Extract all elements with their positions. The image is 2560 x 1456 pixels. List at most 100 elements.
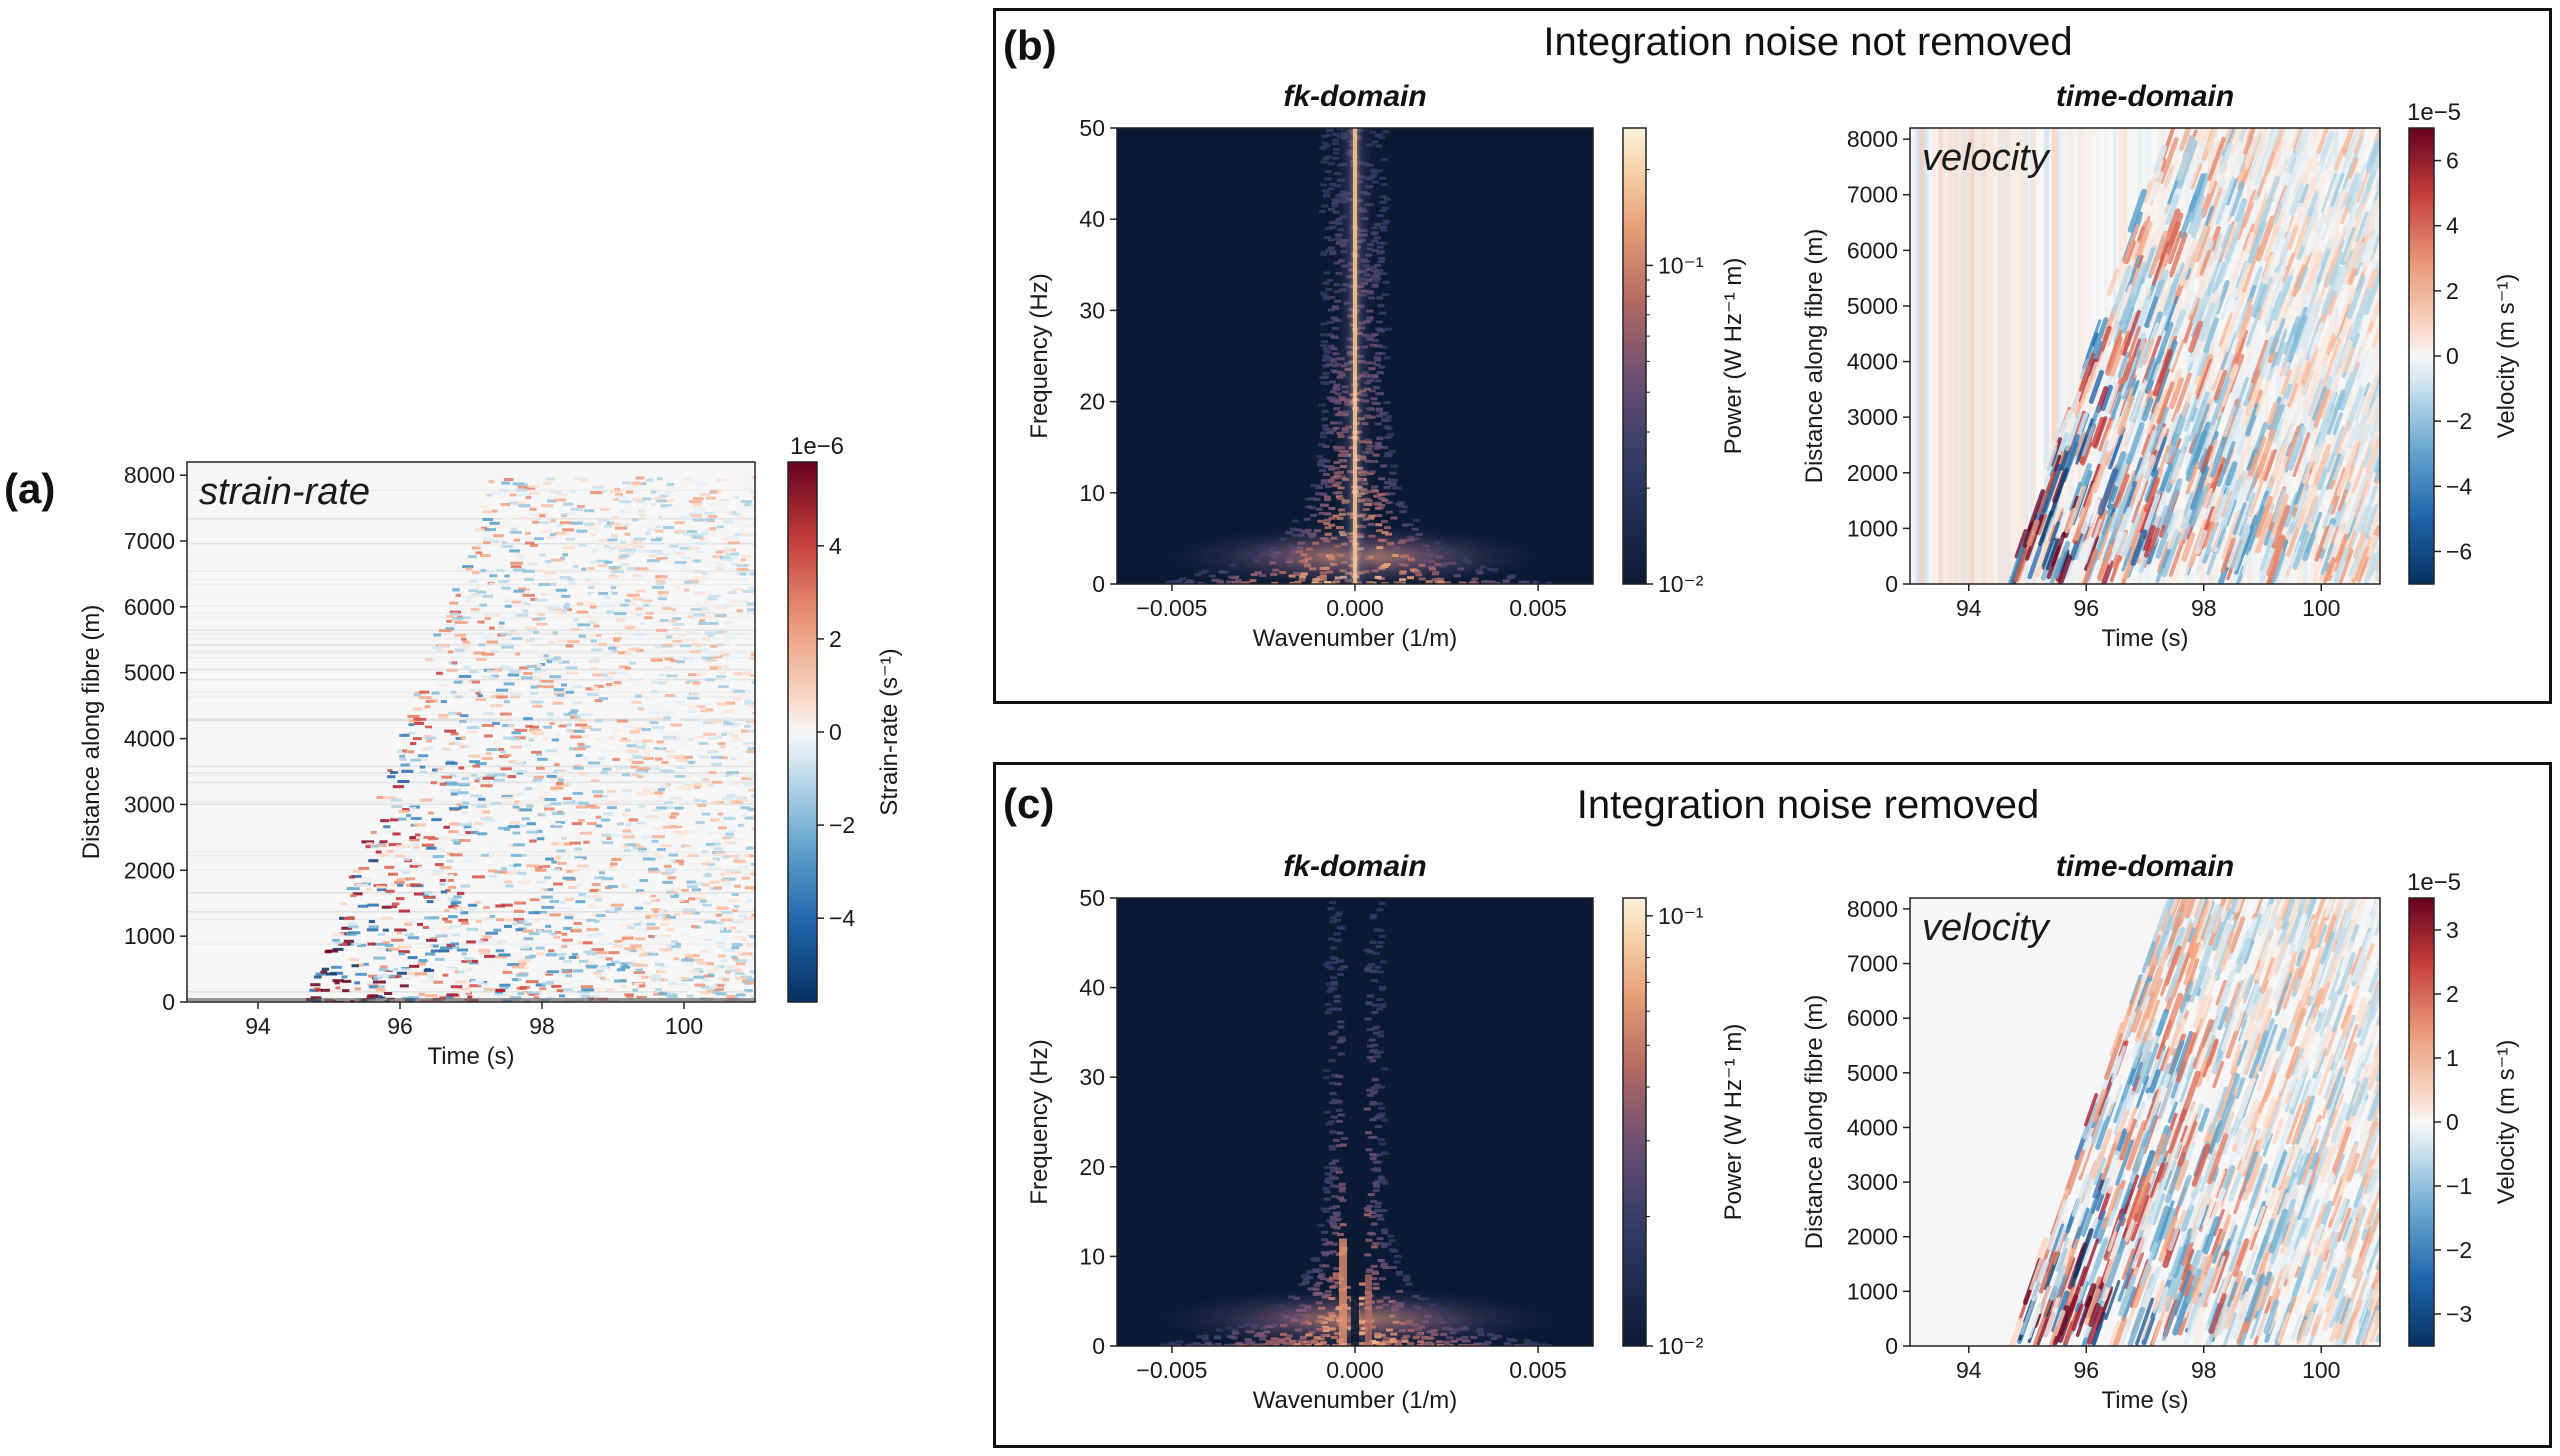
wave-cell (426, 746, 433, 750)
wave-cell (649, 554, 657, 558)
wave-cell (583, 950, 595, 954)
fk-cell (1457, 567, 1465, 571)
wave-cell (557, 770, 569, 774)
wave-cell (734, 837, 743, 841)
wave-cell (517, 880, 531, 884)
y-tick-label: 1000 (124, 923, 175, 949)
wave-cell (612, 637, 622, 641)
wave-streak (2176, 139, 2198, 190)
wave-streak (2324, 244, 2342, 289)
wave-cell (657, 969, 668, 973)
wave-streak (2384, 223, 2396, 256)
wave-streak (2053, 501, 2064, 525)
wave-cell (755, 736, 762, 739)
noise-stripe (1932, 128, 1937, 584)
wave-cell (714, 563, 724, 567)
wave-cell (315, 972, 328, 976)
wave-cell (451, 838, 464, 842)
wave-cell (574, 857, 584, 861)
colorbar-tick-label: 10⁻¹ (1658, 252, 1704, 278)
wave-streak (2218, 312, 2233, 347)
wave-cell (632, 755, 644, 759)
wave-streak (2114, 473, 2130, 508)
wave-streak (2292, 432, 2311, 477)
wave-cell (577, 864, 589, 868)
wave-cell (696, 961, 706, 965)
fk-cell (1397, 541, 1405, 545)
wave-streak (2354, 130, 2373, 177)
wave-cell (692, 503, 703, 507)
wave-cell (488, 869, 498, 873)
wave-cell (767, 566, 778, 569)
wave-cell (662, 710, 673, 714)
wave-cell (334, 941, 343, 945)
wave-cell (468, 961, 479, 965)
wave-cell (709, 608, 721, 612)
wave-cell (656, 581, 667, 585)
wave-cell (589, 605, 597, 609)
wave-cell (563, 926, 572, 930)
wave-cell (514, 632, 526, 636)
wave-cell (665, 783, 672, 787)
wave-cell (684, 954, 694, 958)
wave-cell (481, 636, 491, 640)
wave-cell (422, 747, 429, 751)
wave-cell (695, 821, 705, 825)
noise-stripe (1917, 128, 1923, 584)
fk-cell (1296, 546, 1304, 550)
wave-cell (607, 885, 618, 889)
wave-cell (758, 654, 768, 657)
fk-cell (1459, 581, 1467, 584)
wave-cell (742, 590, 754, 594)
wave-cell (658, 940, 667, 944)
fk-cell (1387, 542, 1395, 546)
wave-cell (714, 605, 727, 609)
wave-cell (551, 738, 560, 742)
wave-cell (720, 882, 733, 886)
wave-cell (609, 573, 616, 577)
wave-cell (722, 653, 729, 657)
wave-streak (2389, 247, 2397, 268)
wave-streak (2322, 337, 2342, 386)
wave-cell (769, 690, 776, 693)
wave-cell (662, 553, 671, 557)
wave-cell (742, 485, 752, 489)
wave-cell (611, 649, 618, 653)
wave-cell (532, 802, 546, 806)
wave-cell (605, 801, 615, 805)
wave-cell (645, 914, 653, 918)
wave-cell (686, 885, 698, 889)
wave-cell (399, 754, 406, 758)
wave-cell (639, 509, 647, 513)
wave-cell (468, 907, 477, 911)
wave-streak (2301, 444, 2319, 484)
wave-cell (478, 797, 486, 801)
wave-cell (678, 832, 689, 836)
wave-streak (2162, 478, 2183, 526)
wave-cell (590, 779, 600, 783)
wave-cell (727, 830, 736, 834)
wave-cell (589, 667, 599, 671)
wave-cell (586, 822, 597, 826)
wave-cell (331, 965, 342, 969)
wave-cell (524, 787, 533, 791)
x-tick-label: 94 (245, 1013, 271, 1039)
y-tick-label: 20 (1079, 389, 1105, 415)
wave-cell (733, 722, 741, 726)
wave-cell (573, 764, 582, 768)
wave-streak (2183, 301, 2201, 344)
wave-cell (647, 711, 660, 715)
wave-cell (385, 830, 397, 834)
wave-streak (2237, 128, 2248, 143)
fk-cell (1409, 568, 1417, 572)
y-tick-label: 2000 (124, 857, 175, 883)
fk-cell (1321, 141, 1329, 145)
wave-cell (668, 994, 678, 998)
wave-cell (533, 630, 540, 634)
wave-cell (425, 952, 436, 956)
wave-cell (491, 822, 504, 826)
wave-cell (563, 959, 572, 963)
wave-cell (665, 549, 676, 553)
wave-cell (762, 536, 771, 539)
wave-cell (736, 865, 750, 869)
